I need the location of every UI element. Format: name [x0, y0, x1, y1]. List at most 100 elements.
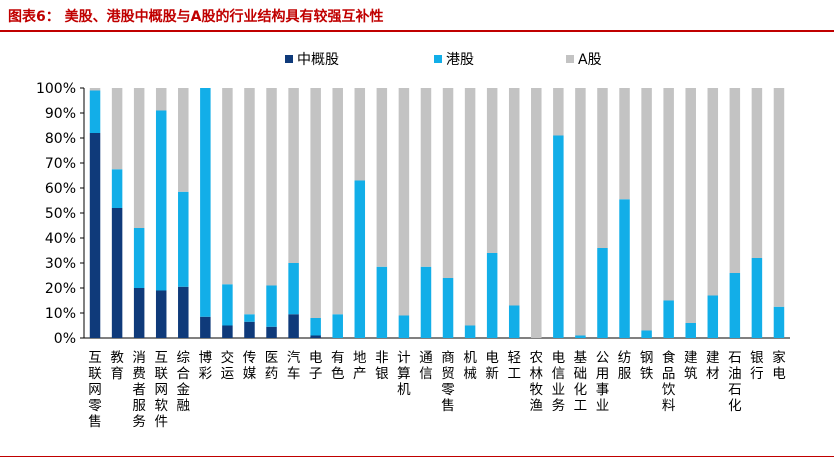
- category-label: 运: [221, 366, 235, 382]
- category-label: 油: [728, 366, 742, 382]
- category-label: 信: [552, 366, 566, 382]
- bar-segment: [354, 180, 366, 338]
- category-label: 联: [88, 366, 102, 382]
- y-tick-label: 70%: [45, 156, 76, 172]
- legend-label: 港股: [446, 52, 474, 68]
- bar-segment: [685, 88, 696, 323]
- bar-segment: [729, 273, 741, 338]
- category-label: 金: [177, 382, 191, 398]
- bar-segment: [133, 288, 145, 338]
- category-label: 化: [574, 382, 588, 398]
- bar-segment: [111, 88, 123, 170]
- y-tick-label: 10%: [45, 306, 76, 322]
- bar-segment: [266, 285, 277, 327]
- category-label: 基: [574, 349, 588, 366]
- category-label: 用: [596, 366, 610, 382]
- legend-label: 中概股: [297, 52, 339, 68]
- category-label: 信: [419, 366, 433, 382]
- category-label: 育: [110, 366, 124, 382]
- y-tick-label: 40%: [45, 231, 76, 247]
- bar-segment: [200, 88, 211, 317]
- category-label: 建: [684, 350, 698, 366]
- bar-segment: [155, 110, 167, 291]
- y-tick-label: 60%: [45, 181, 76, 197]
- category-label: 轻: [507, 350, 521, 366]
- category-label: 料: [662, 398, 676, 414]
- category-label: 汽: [287, 350, 301, 366]
- bar-segment: [111, 208, 123, 338]
- bar-segment: [729, 88, 741, 273]
- bar-segment: [332, 88, 343, 315]
- bar-segment: [288, 88, 299, 263]
- category-label: 计: [397, 350, 411, 366]
- bar-segment: [442, 88, 454, 278]
- category-label: 纺: [618, 350, 632, 366]
- category-label: 食: [662, 349, 676, 366]
- category-label: 服: [132, 398, 146, 414]
- bar-segment: [597, 88, 608, 248]
- category-label: 服: [618, 366, 632, 382]
- bar-segment: [222, 325, 233, 338]
- category-label: 教: [110, 350, 124, 366]
- bar-segment: [310, 88, 321, 318]
- category-label: 地: [353, 350, 367, 366]
- bar-segment: [266, 326, 277, 338]
- category-label: 医: [265, 350, 279, 366]
- category-label: 媒: [243, 366, 257, 382]
- category-label: 事: [596, 382, 610, 398]
- category-label: 消: [132, 350, 146, 366]
- category-label: 铁: [640, 366, 654, 382]
- category-label: 通: [419, 350, 433, 366]
- bar-segment: [89, 133, 101, 338]
- category-label: 非: [375, 350, 389, 366]
- bar-segment: [222, 284, 233, 326]
- bar-segment: [266, 88, 277, 286]
- category-label: 售: [441, 398, 455, 414]
- category-label: 石: [728, 382, 742, 398]
- category-label: 务: [552, 398, 566, 414]
- y-tick-label: 30%: [45, 256, 76, 272]
- category-label: 互: [88, 350, 102, 366]
- bar-segment: [376, 266, 388, 338]
- category-label: 者: [132, 382, 146, 398]
- bottom-rule: [0, 456, 834, 457]
- bar-segment: [310, 318, 321, 336]
- bar-segment: [597, 248, 608, 338]
- bar-segment: [89, 90, 101, 133]
- category-label: 电: [772, 366, 786, 382]
- category-label: 材: [706, 366, 720, 382]
- category-label: 网: [154, 382, 168, 398]
- category-label: 车: [287, 365, 301, 382]
- category-label: 化: [728, 398, 742, 414]
- bar-segment: [244, 88, 255, 315]
- category-label: 网: [88, 382, 102, 398]
- category-label: 电: [309, 350, 323, 366]
- category-label: 药: [265, 366, 279, 382]
- y-tick-label: 80%: [45, 131, 76, 147]
- bar-segment: [288, 314, 299, 338]
- category-label: 零: [441, 382, 455, 398]
- bar-segment: [420, 88, 432, 267]
- bar-segment: [111, 169, 123, 208]
- category-label: 机: [397, 382, 411, 398]
- bar-segment: [178, 88, 189, 192]
- bar-segment: [553, 88, 564, 136]
- category-label: 钢: [640, 350, 654, 366]
- category-label: 业: [596, 398, 610, 414]
- category-label: 互: [154, 350, 168, 366]
- bar-segment: [354, 88, 366, 181]
- bar-segment: [178, 286, 189, 338]
- bar-segment: [508, 305, 520, 338]
- y-tick-label: 50%: [45, 206, 76, 222]
- category-label: 牧: [530, 382, 544, 398]
- category-label: 综: [177, 350, 191, 366]
- category-label: 电: [485, 350, 499, 366]
- legend-swatch: [566, 55, 574, 63]
- bar-segment: [398, 315, 410, 338]
- category-label: 合: [177, 366, 191, 382]
- bar-segment: [508, 88, 520, 306]
- category-label: 务: [132, 414, 146, 430]
- category-label: 商: [441, 350, 455, 366]
- category-label: 家: [772, 349, 786, 366]
